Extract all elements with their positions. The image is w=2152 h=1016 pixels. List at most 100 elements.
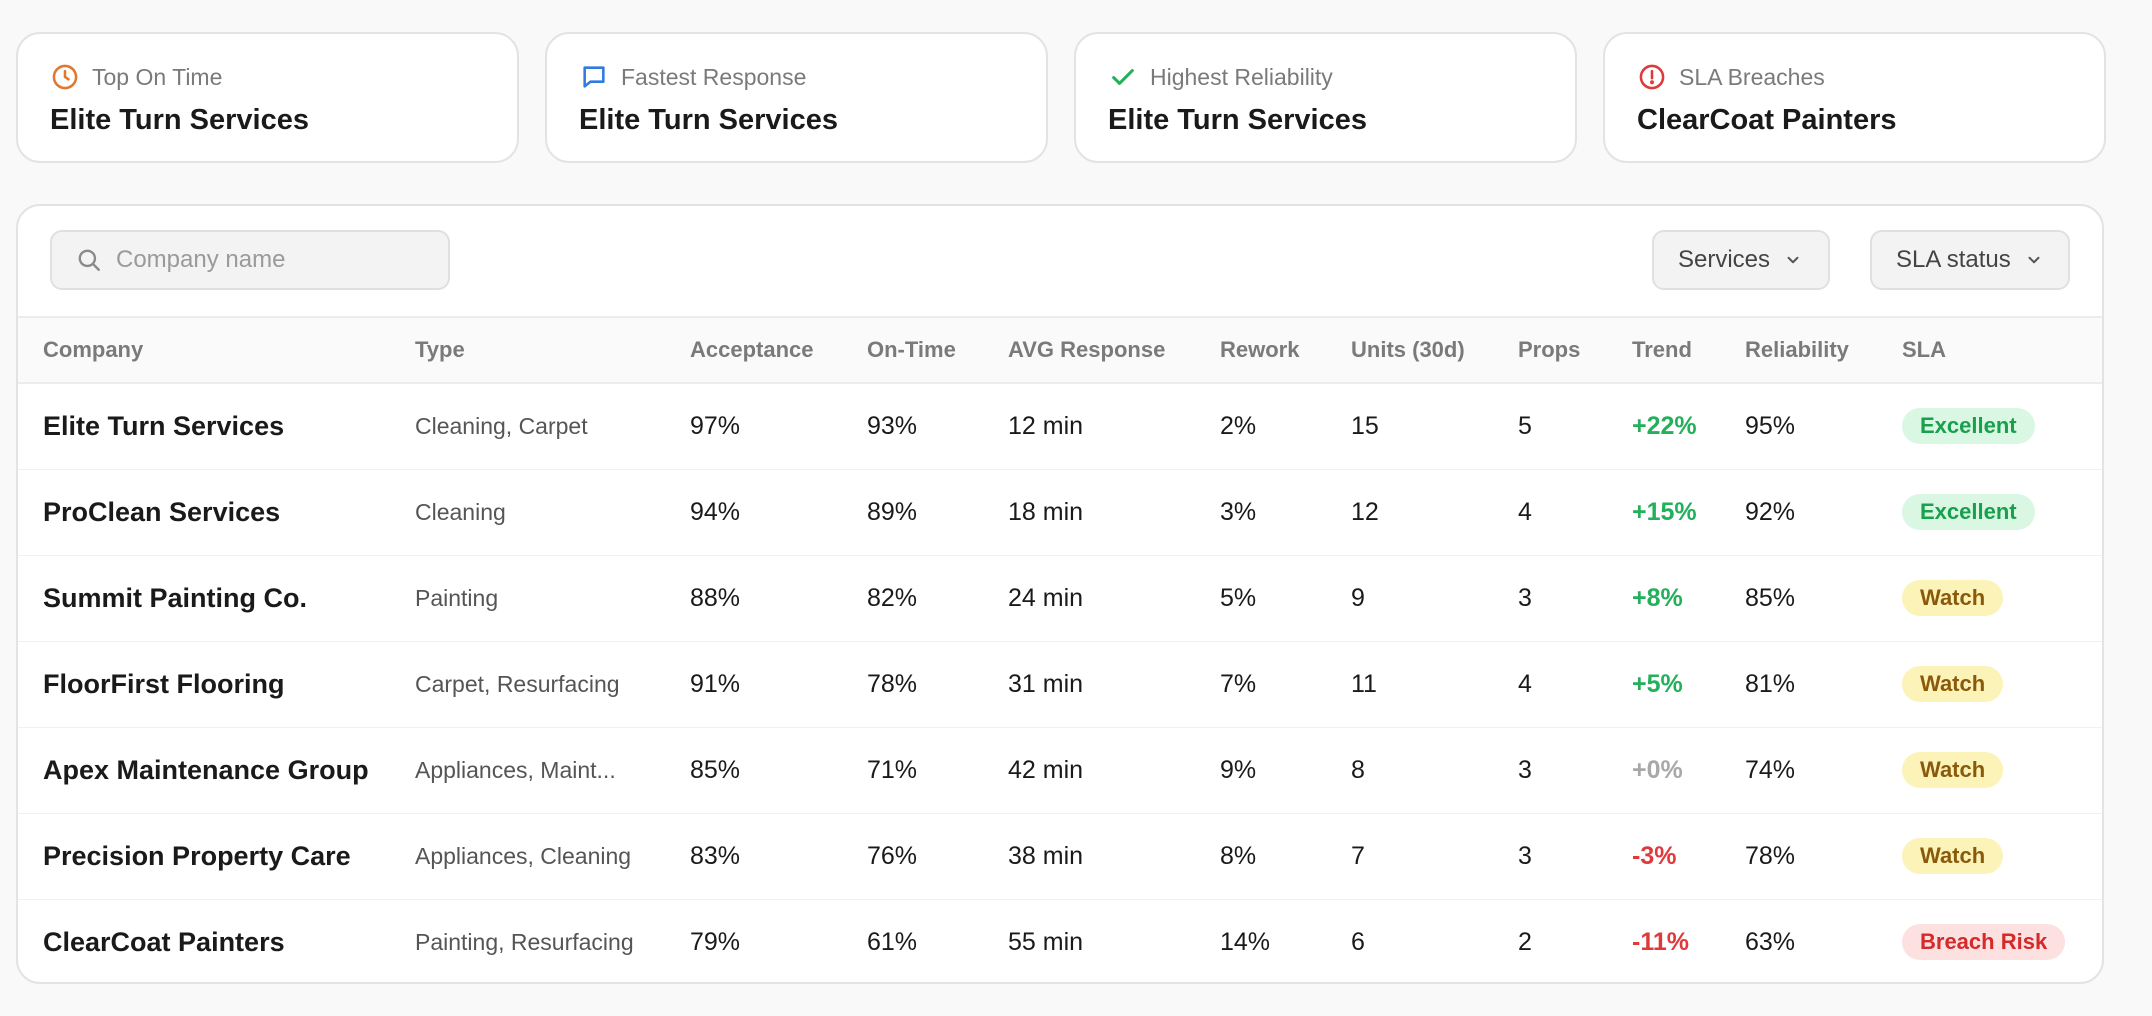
- cell-on-time: 78%: [867, 669, 918, 698]
- card-value: Elite Turn Services: [50, 104, 309, 136]
- cell-company: Precision Property Care: [43, 840, 351, 871]
- cell-rework: 9%: [1220, 755, 1257, 784]
- cell-on-time: 89%: [867, 497, 918, 526]
- search-box[interactable]: [50, 230, 450, 290]
- sla-badge: Watch: [1902, 752, 2004, 788]
- cell-trend: +22%: [1632, 411, 1697, 440]
- cell-props: 2: [1518, 927, 1532, 956]
- cell-reliability: 74%: [1745, 755, 1796, 784]
- cell-props: 4: [1518, 497, 1532, 526]
- card-label: SLA Breaches: [1679, 63, 1825, 90]
- cell-on-time: 76%: [867, 841, 918, 870]
- column-header-on-time[interactable]: On-Time: [867, 337, 956, 362]
- cell-on-time: 61%: [867, 927, 918, 956]
- cell-avg-response: 12 min: [1008, 411, 1084, 440]
- clock-icon: [50, 62, 80, 92]
- column-header-trend[interactable]: Trend: [1632, 337, 1692, 362]
- check-icon: [1108, 62, 1138, 92]
- column-header-units[interactable]: Units (30d): [1351, 337, 1465, 362]
- cell-type: Painting, Resurfacing: [415, 928, 634, 955]
- card-sla-breaches[interactable]: SLA Breaches ClearCoat Painters: [1603, 32, 2106, 163]
- cell-rework: 8%: [1220, 841, 1257, 870]
- cell-units: 7: [1351, 841, 1365, 870]
- column-header-acceptance[interactable]: Acceptance: [690, 337, 814, 362]
- card-value: Elite Turn Services: [1108, 104, 1367, 136]
- cell-props: 3: [1518, 841, 1532, 870]
- cell-reliability: 78%: [1745, 841, 1796, 870]
- column-header-props[interactable]: Props: [1518, 337, 1581, 362]
- table-row[interactable]: Precision Property Care Appliances, Clea…: [18, 813, 2102, 899]
- card-value: Elite Turn Services: [579, 104, 838, 136]
- cell-company: Apex Maintenance Group: [43, 754, 369, 785]
- chat-bubble-icon: [579, 62, 609, 92]
- table-row[interactable]: Summit Painting Co. Painting 88% 82% 24 …: [18, 555, 2102, 641]
- cell-units: 6: [1351, 927, 1365, 956]
- column-header-reliability[interactable]: Reliability: [1745, 337, 1849, 362]
- cell-trend: -3%: [1632, 841, 1677, 870]
- sla-status-dropdown[interactable]: SLA status: [1870, 230, 2070, 290]
- column-header-rework[interactable]: Rework: [1220, 337, 1300, 362]
- column-header-type[interactable]: Type: [415, 337, 465, 362]
- column-header-avg-response[interactable]: AVG Response: [1008, 337, 1166, 362]
- cell-rework: 5%: [1220, 583, 1257, 612]
- cell-acceptance: 88%: [690, 583, 741, 612]
- table-row[interactable]: FloorFirst Flooring Carpet, Resurfacing …: [18, 641, 2102, 727]
- cell-units: 8: [1351, 755, 1365, 784]
- cell-on-time: 93%: [867, 411, 918, 440]
- cell-acceptance: 97%: [690, 411, 741, 440]
- sla-badge: Excellent: [1902, 494, 2035, 530]
- cell-props: 5: [1518, 411, 1532, 440]
- cell-rework: 14%: [1220, 927, 1271, 956]
- cell-company: Elite Turn Services: [43, 410, 285, 441]
- card-fastest-response[interactable]: Fastest Response Elite Turn Services: [545, 32, 1048, 163]
- cell-trend: +8%: [1632, 583, 1683, 612]
- sla-badge: Excellent: [1902, 408, 2035, 445]
- column-header-sla[interactable]: SLA: [1902, 337, 1946, 362]
- chevron-down-icon: [1787, 256, 1799, 264]
- card-highest-reliability[interactable]: Highest Reliability Elite Turn Services: [1074, 32, 1577, 163]
- cell-units: 9: [1351, 583, 1365, 612]
- card-label: Fastest Response: [621, 63, 807, 90]
- cell-avg-response: 24 min: [1008, 583, 1084, 612]
- cell-rework: 7%: [1220, 669, 1257, 698]
- cell-reliability: 81%: [1745, 669, 1796, 698]
- cell-trend: -11%: [1632, 927, 1689, 956]
- cell-props: 4: [1518, 669, 1532, 698]
- table-row[interactable]: ProClean Services Cleaning 94% 89% 18 mi…: [18, 469, 2102, 555]
- sla-badge: Breach Risk: [1902, 924, 2066, 961]
- cell-type: Appliances, Maint...: [415, 756, 616, 783]
- card-value: ClearCoat Painters: [1637, 104, 1897, 136]
- sla-status-dropdown-label: SLA status: [1896, 246, 2011, 273]
- cell-units: 11: [1351, 669, 1377, 698]
- cell-props: 3: [1518, 583, 1532, 612]
- cell-type: Painting: [415, 584, 499, 611]
- cell-company: ProClean Services: [43, 496, 281, 527]
- cell-company: FloorFirst Flooring: [43, 668, 285, 699]
- toolbar: Services SLA status: [18, 206, 2102, 316]
- cell-trend: +15%: [1632, 497, 1697, 526]
- column-header-company[interactable]: Company: [43, 337, 144, 362]
- cell-trend: +0%: [1632, 755, 1683, 784]
- table-row[interactable]: ClearCoat Painters Painting, Resurfacing…: [18, 899, 2102, 982]
- cell-type: Cleaning: [415, 498, 506, 525]
- vendors-panel: Services SLA status Company Type Accepta…: [16, 204, 2104, 984]
- cell-trend: +5%: [1632, 669, 1683, 698]
- table-row[interactable]: Elite Turn Services Cleaning, Carpet 97%…: [18, 383, 2102, 469]
- chevron-down-icon: [2028, 256, 2040, 264]
- cell-acceptance: 94%: [690, 497, 741, 526]
- cell-acceptance: 85%: [690, 755, 741, 784]
- cell-units: 12: [1351, 497, 1379, 526]
- card-label: Highest Reliability: [1150, 63, 1333, 90]
- cell-type: Cleaning, Carpet: [415, 412, 588, 439]
- cell-type: Carpet, Resurfacing: [415, 670, 620, 697]
- search-input[interactable]: [116, 246, 416, 274]
- cell-props: 3: [1518, 755, 1532, 784]
- table-row[interactable]: Apex Maintenance Group Appliances, Maint…: [18, 727, 2102, 813]
- cell-rework: 3%: [1220, 497, 1257, 526]
- services-dropdown-label: Services: [1678, 246, 1771, 273]
- card-top-on-time[interactable]: Top On Time Elite Turn Services: [16, 32, 519, 163]
- sla-badge: Watch: [1902, 838, 2004, 874]
- cell-avg-response: 42 min: [1008, 755, 1084, 784]
- services-dropdown[interactable]: Services: [1652, 230, 1830, 290]
- vendors-table: Company Type Acceptance On-Time AVG Resp…: [18, 316, 2102, 982]
